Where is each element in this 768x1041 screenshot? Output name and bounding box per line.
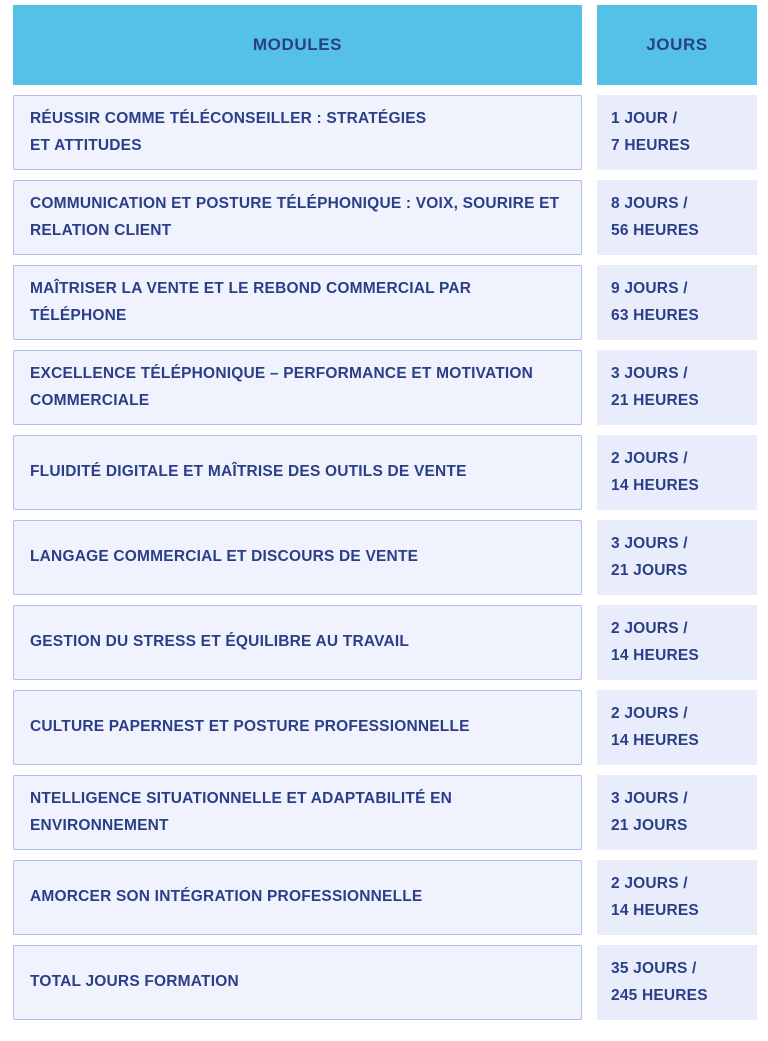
table-row: LANGAGE COMMERCIAL ET DISCOURS DE VENTE … — [13, 520, 757, 595]
module-name-cell: CULTURE PAPERNEST ET POSTURE PROFESSIONN… — [13, 690, 582, 765]
modules-column-header: MODULES — [13, 5, 582, 85]
table-row: NTELLIGENCE SITUATIONNELLE ET ADAPTABILI… — [13, 775, 757, 850]
module-name-cell: LANGAGE COMMERCIAL ET DISCOURS DE VENTE — [13, 520, 582, 595]
table-header-row: MODULES JOURS — [13, 5, 757, 85]
jours-column-header: JOURS — [597, 5, 757, 85]
module-duration-cell: 2 JOURS / 14 HEURES — [597, 435, 757, 510]
module-name-cell: EXCELLENCE TÉLÉPHONIQUE – PERFORMANCE ET… — [13, 350, 582, 425]
table-body: RÉUSSIR COMME TÉLÉCONSEILLER : STRATÉGIE… — [13, 95, 757, 1030]
table-row: EXCELLENCE TÉLÉPHONIQUE – PERFORMANCE ET… — [13, 350, 757, 425]
table-row: RÉUSSIR COMME TÉLÉCONSEILLER : STRATÉGIE… — [13, 95, 757, 170]
module-name-cell: TOTAL JOURS FORMATION — [13, 945, 582, 1020]
module-duration-cell: 2 JOURS / 14 HEURES — [597, 860, 757, 935]
table-row: TOTAL JOURS FORMATION 35 JOURS / 245 HEU… — [13, 945, 757, 1020]
module-duration-cell: 3 JOURS / 21 JOURS — [597, 520, 757, 595]
module-duration-cell: 8 JOURS / 56 HEURES — [597, 180, 757, 255]
table-row: FLUIDITÉ DIGITALE ET MAÎTRISE DES OUTILS… — [13, 435, 757, 510]
module-duration-cell: 9 JOURS / 63 HEURES — [597, 265, 757, 340]
table-row: CULTURE PAPERNEST ET POSTURE PROFESSIONN… — [13, 690, 757, 765]
module-name-cell: FLUIDITÉ DIGITALE ET MAÎTRISE DES OUTILS… — [13, 435, 582, 510]
module-name-cell: AMORCER SON INTÉGRATION PROFESSIONNELLE — [13, 860, 582, 935]
module-name-cell: COMMUNICATION ET POSTURE TÉLÉPHONIQUE : … — [13, 180, 582, 255]
module-duration-cell: 2 JOURS / 14 HEURES — [597, 690, 757, 765]
module-name-cell: NTELLIGENCE SITUATIONNELLE ET ADAPTABILI… — [13, 775, 582, 850]
table-row: GESTION DU STRESS ET ÉQUILIBRE AU TRAVAI… — [13, 605, 757, 680]
table-row: AMORCER SON INTÉGRATION PROFESSIONNELLE … — [13, 860, 757, 935]
module-duration-cell: 3 JOURS / 21 HEURES — [597, 350, 757, 425]
module-name-cell: GESTION DU STRESS ET ÉQUILIBRE AU TRAVAI… — [13, 605, 582, 680]
table-row: MAÎTRISER LA VENTE ET LE REBOND COMMERCI… — [13, 265, 757, 340]
table-row: COMMUNICATION ET POSTURE TÉLÉPHONIQUE : … — [13, 180, 757, 255]
module-duration-cell: 1 JOUR / 7 HEURES — [597, 95, 757, 170]
module-duration-cell: 2 JOURS / 14 HEURES — [597, 605, 757, 680]
module-duration-cell: 3 JOURS / 21 JOURS — [597, 775, 757, 850]
module-duration-cell: 35 JOURS / 245 HEURES — [597, 945, 757, 1020]
module-name-cell: RÉUSSIR COMME TÉLÉCONSEILLER : STRATÉGIE… — [13, 95, 582, 170]
module-name-cell: MAÎTRISER LA VENTE ET LE REBOND COMMERCI… — [13, 265, 582, 340]
